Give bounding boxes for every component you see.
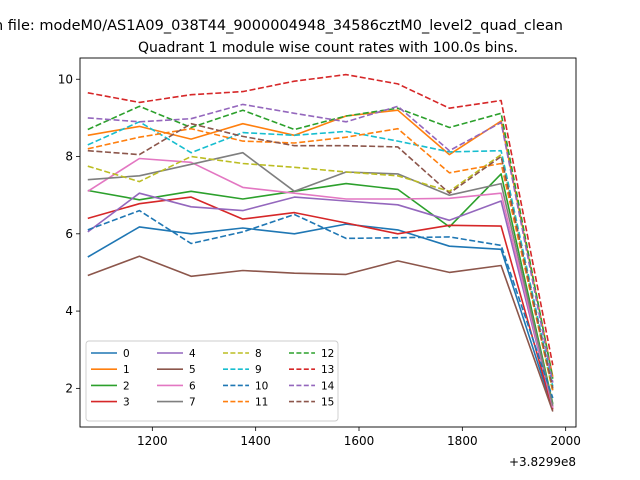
series-line-6 <box>87 157 554 408</box>
y-tick-label: 10 <box>58 72 73 86</box>
legend-label-15: 15 <box>321 397 334 409</box>
legend-label-2: 2 <box>123 380 130 392</box>
legend-label-5: 5 <box>189 364 196 376</box>
legend-label-12: 12 <box>321 348 334 360</box>
series-line-12 <box>87 105 554 379</box>
x-tick-label: 1400 <box>240 434 271 448</box>
x-tick-label: 1200 <box>137 434 168 448</box>
series-layer <box>87 73 554 412</box>
legend-label-0: 0 <box>123 348 130 360</box>
series-line-9 <box>87 121 554 387</box>
series-line-10 <box>87 209 554 399</box>
plot-frame <box>79 57 577 428</box>
legend-label-13: 13 <box>321 364 334 376</box>
y-tick-label: 6 <box>65 227 73 241</box>
legend-label-7: 7 <box>189 397 196 409</box>
series-line-14 <box>87 103 554 383</box>
series-line-13 <box>87 73 554 366</box>
series-line-11 <box>87 127 554 391</box>
y-tick-label: 4 <box>65 304 73 318</box>
x-tick-label: 1800 <box>447 434 478 448</box>
legend-label-14: 14 <box>321 380 335 392</box>
series-line-15 <box>87 122 554 389</box>
legend-label-1: 1 <box>123 364 130 376</box>
legend-label-8: 8 <box>255 348 262 360</box>
y-tick-label: 2 <box>65 381 73 395</box>
series-line-2 <box>87 173 554 404</box>
x-tick-label: 1600 <box>344 434 375 448</box>
legend-label-10: 10 <box>255 380 268 392</box>
series-line-5 <box>87 255 554 412</box>
x-offset-label: +3.8299e8 <box>509 455 576 469</box>
series-line-7 <box>87 151 554 406</box>
series-line-4 <box>87 192 554 408</box>
legend-label-6: 6 <box>189 380 196 392</box>
x-tick-label: 2000 <box>550 434 581 448</box>
chart-title: Quadrant 1 module wise count rates with … <box>138 40 518 56</box>
series-line-0 <box>87 223 554 410</box>
legend-label-4: 4 <box>189 348 196 360</box>
legend-label-9: 9 <box>255 364 262 376</box>
legend-label-3: 3 <box>123 397 130 409</box>
legend-box <box>85 340 339 422</box>
y-tick-label: 8 <box>65 150 73 164</box>
series-line-8 <box>87 153 554 393</box>
figure-suptitle: n file: modeM0/AS1A09_038T44_9000004948_… <box>0 18 563 34</box>
legend-label-11: 11 <box>255 397 268 409</box>
